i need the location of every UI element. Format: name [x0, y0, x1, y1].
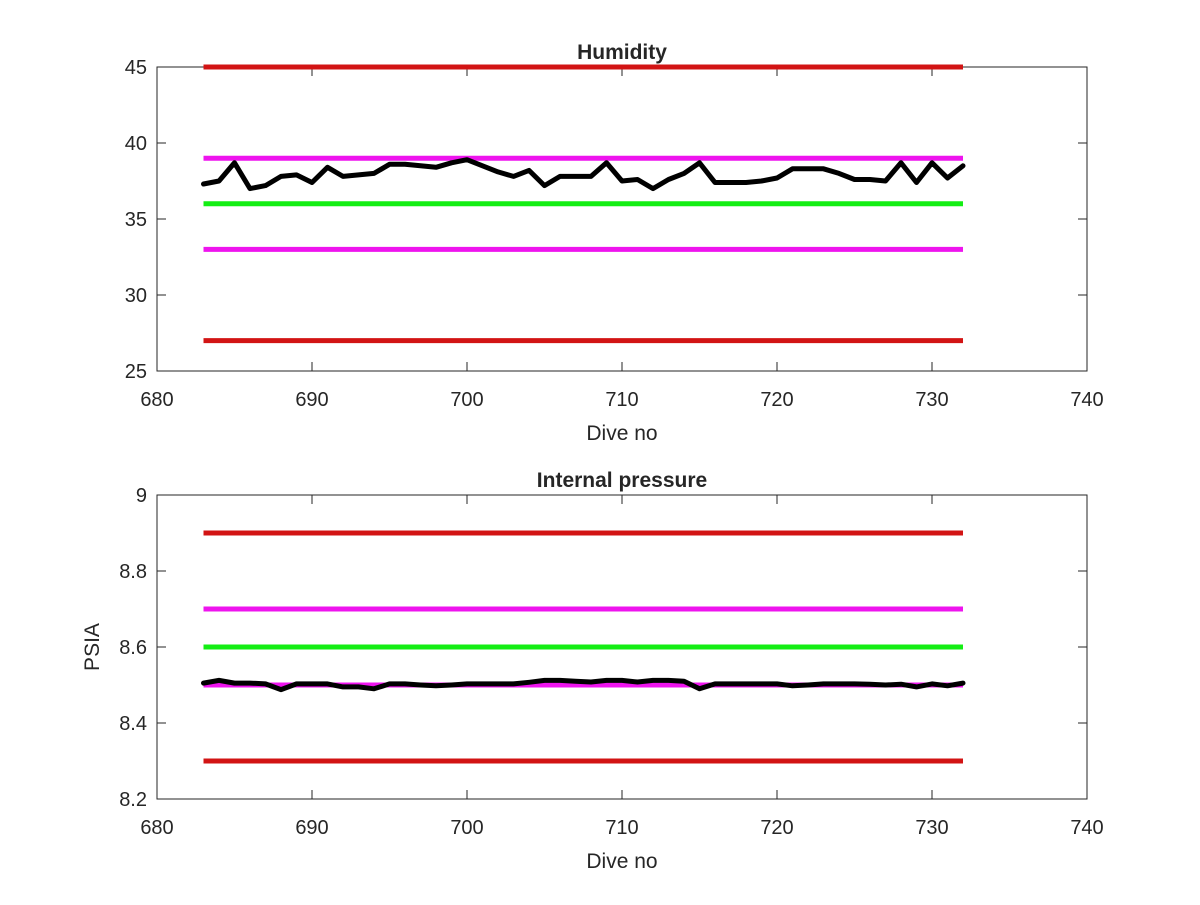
x-tick-label: 700: [450, 817, 483, 839]
x-tick-label: 740: [1070, 817, 1103, 839]
y-axis-label: PSIA: [81, 623, 104, 671]
x-tick-label: 690: [295, 817, 328, 839]
data-series-line: [201, 677, 966, 693]
x-tick-label: 720: [760, 817, 793, 839]
data-series-line: [201, 157, 966, 192]
y-tick-label: 45: [125, 57, 147, 79]
x-tick-label: 710: [605, 389, 638, 411]
y-tick-label: 35: [125, 209, 147, 231]
x-tick-label: 740: [1070, 389, 1103, 411]
x-tick-label: 680: [140, 817, 173, 839]
y-tick-label: 9: [136, 485, 147, 507]
x-axis-label: Dive no: [586, 422, 657, 445]
chart-title: Humidity: [577, 41, 667, 64]
y-tick-label: 30: [125, 285, 147, 307]
y-tick-label: 8.4: [119, 713, 147, 735]
plot-area: [156, 66, 1088, 372]
y-tick-label: 40: [125, 133, 147, 155]
y-tick-label: 8.6: [119, 637, 147, 659]
x-tick-label: 710: [605, 817, 638, 839]
subplot-2: 680 690 700 710 720 730 740 8.2 8.4 8.6 8.8 9 Intern…: [81, 469, 1104, 873]
y-tick-label: 8.2: [119, 789, 147, 811]
x-tick-label: 700: [450, 389, 483, 411]
y-tick-label: 8.8: [119, 561, 147, 583]
subplot-1: 680 690 700 710 720 730 740 25 30 35 40 45 Humidity D…: [125, 41, 1104, 445]
x-tick-label: 730: [915, 389, 948, 411]
x-tick-label: 730: [915, 817, 948, 839]
y-tick-label: 25: [125, 361, 147, 383]
x-tick-label: 720: [760, 389, 793, 411]
chart-title: Internal pressure: [537, 469, 707, 492]
x-tick-label: 690: [295, 389, 328, 411]
x-axis-label: Dive no: [586, 850, 657, 873]
x-tick-label: 680: [140, 389, 173, 411]
